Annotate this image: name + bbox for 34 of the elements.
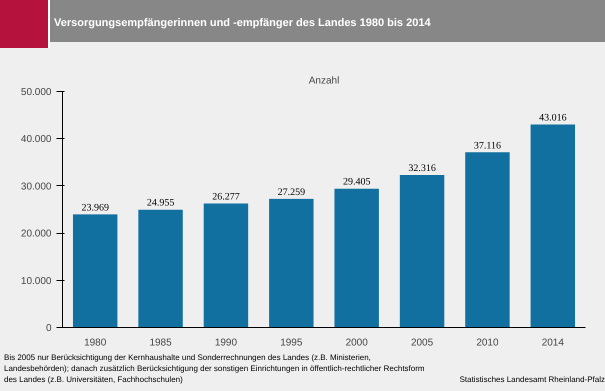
bar: [269, 198, 314, 328]
y-tick-label: 20.000: [20, 228, 52, 240]
bar: [465, 152, 510, 328]
bar: [72, 214, 118, 328]
data-label: 32.316: [408, 162, 436, 174]
x-tick-label: 2005: [410, 338, 434, 348]
x-tick-label: 1980: [84, 338, 107, 348]
y-tick-label: 40.000: [20, 134, 52, 146]
data-label: 24.955: [146, 198, 174, 209]
text: Statistisches Landesamt Rheinland-Pfalz: [458, 374, 605, 385]
bar: [400, 174, 444, 328]
y-tick-label: 10.000: [20, 276, 52, 287]
y-axis-title: Anzahl: [308, 76, 340, 86]
bar: [204, 203, 248, 328]
data-label: 43.016: [539, 112, 567, 124]
data-label: 23.969: [81, 202, 109, 214]
data-label: 27.259: [278, 186, 306, 198]
x-tick-label: 1990: [214, 338, 238, 348]
y-tick-label: 30.000: [20, 181, 52, 192]
data-label: 29.405: [342, 176, 370, 188]
y-tick-label: 0: [46, 323, 52, 334]
x-tick-label: 2000: [346, 338, 368, 348]
x-tick-label: 1985: [149, 338, 172, 348]
bar: [530, 124, 576, 328]
bar: [334, 188, 379, 328]
x-tick-label: 2010: [476, 338, 499, 348]
bar: [138, 210, 183, 328]
x-tick-label: 1995: [280, 338, 303, 348]
data-label: 26.277: [212, 191, 240, 202]
text: Bis 2005 nur Berücksichtigung der Kernhaushalte und Sonderrechnungen des Landes (z.B. Ministerien, Landesbehörden); danach zusätzlich Berücksichtigung der sonstigen Einrichtungen in öffentlich-rechtlicher Rechtsform des Landes (z.B. Universitäten, Fachhochschulen): [4, 352, 426, 385]
chart-title: Versorgungsempfängerinnen und -empfänger des Landes 1980 bis 2014: [50, 0, 605, 42]
data-label: 37.116: [474, 140, 502, 152]
x-tick-label: 2014: [542, 338, 564, 348]
y-tick-label: 50.000: [20, 87, 52, 98]
